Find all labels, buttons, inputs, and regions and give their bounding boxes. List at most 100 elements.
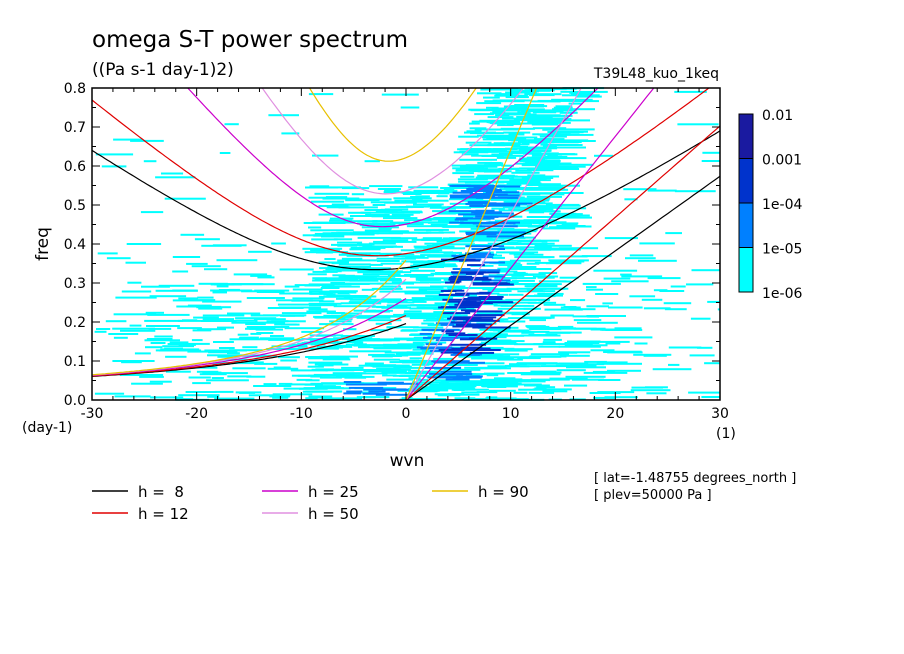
heatmap-cell — [386, 304, 425, 307]
heatmap-cell — [482, 275, 506, 278]
heatmap-cell — [499, 320, 526, 323]
heatmap-cell — [310, 292, 333, 295]
heatmap-cell — [508, 133, 525, 136]
heatmap-cell — [471, 373, 495, 376]
heatmap-cell — [148, 327, 172, 330]
heatmap-cell — [378, 382, 419, 385]
heatmap-cell — [351, 382, 379, 385]
heatmap-cell — [233, 273, 268, 276]
heatmap-cell — [523, 162, 548, 165]
heatmap-cell — [311, 238, 338, 241]
heatmap-cell — [538, 272, 558, 275]
heatmap-cell — [556, 207, 587, 210]
heatmap-cell — [308, 93, 334, 96]
heatmap-cell — [330, 294, 351, 297]
heatmap-cell — [472, 283, 514, 286]
colorbar-label: 0.001 — [762, 153, 802, 169]
heatmap-cell — [246, 375, 266, 378]
colorbar-swatch — [738, 113, 754, 159]
heatmap-cell — [540, 121, 554, 124]
heatmap-cell — [379, 290, 420, 293]
heatmap-cell — [489, 202, 533, 205]
heatmap-cell — [417, 359, 431, 362]
heatmap-cell — [410, 269, 436, 272]
heatmap-cell — [180, 233, 205, 236]
heatmap-cell — [446, 364, 478, 366]
heatmap-cell — [449, 196, 479, 199]
heatmap-cell — [361, 226, 399, 229]
heatmap-cell — [469, 127, 487, 130]
heatmap-cell — [254, 289, 290, 292]
heatmap-cell — [690, 317, 711, 320]
heatmap-cell — [383, 191, 412, 194]
heatmap-cell — [463, 298, 503, 300]
heatmap-cell — [465, 164, 500, 167]
heatmap-cell — [370, 364, 401, 367]
heatmap-cell — [668, 346, 702, 349]
heatmap-cell — [506, 182, 542, 185]
heatmap-cell — [515, 202, 553, 205]
heatmap-cell — [521, 177, 554, 179]
heatmap-cell — [212, 291, 227, 294]
heatmap-cell — [315, 310, 329, 313]
heatmap-cell — [311, 368, 341, 371]
heatmap-cell — [158, 349, 202, 352]
x-tick-label: 0 — [402, 406, 411, 422]
heatmap-cell — [310, 382, 347, 385]
heatmap-cell — [366, 300, 408, 303]
heatmap-cell — [452, 268, 471, 270]
heatmap-cell — [496, 251, 539, 254]
heatmap-cell — [623, 188, 657, 191]
heatmap-cell — [528, 316, 555, 319]
heatmap-cell — [140, 211, 164, 214]
heatmap-cell — [558, 247, 599, 250]
heatmap-cell — [466, 244, 498, 246]
heatmap-cell — [480, 379, 496, 381]
heatmap-cell — [553, 99, 579, 102]
heatmap-cell — [532, 111, 557, 114]
heatmap-cell — [291, 299, 313, 302]
heatmap-cell — [185, 391, 217, 393]
heatmap-cell — [150, 396, 184, 399]
heatmap-cell — [470, 227, 515, 230]
heatmap-cell — [382, 374, 397, 377]
colorbar-label: 0.01 — [762, 108, 793, 124]
kelvin-curve-h25 — [405, 88, 655, 400]
heatmap-cell — [466, 149, 484, 152]
heatmap-cell — [309, 340, 339, 342]
heatmap-cell — [254, 362, 278, 365]
heatmap-cell — [301, 330, 323, 333]
heatmap-cell — [112, 327, 155, 330]
heatmap-cell — [471, 354, 499, 357]
heatmap-cell — [421, 387, 464, 390]
heatmap-cell — [413, 203, 444, 206]
heatmap-cell — [335, 233, 375, 236]
heatmap-cell — [413, 189, 458, 192]
heatmap-cell — [291, 374, 310, 377]
heatmap-cell — [489, 122, 516, 124]
heatmap-cell — [486, 137, 512, 140]
heatmap-cell — [440, 323, 455, 326]
heatmap-cell — [358, 244, 373, 247]
heatmap-cell — [368, 242, 396, 245]
colorbar-swatch — [738, 158, 754, 204]
heatmap-cell — [549, 146, 586, 149]
heatmap-cell — [368, 390, 386, 393]
run-label: T39L48_kuo_1keq — [593, 66, 719, 82]
heatmap-cell — [204, 268, 228, 271]
heatmap-cell — [487, 116, 514, 119]
heatmap-cell — [555, 364, 597, 367]
heatmap-cell — [486, 106, 499, 109]
heatmap-cell — [310, 249, 341, 252]
x-axis-label: wvn — [390, 451, 425, 471]
heatmap-cell — [422, 237, 443, 240]
heatmap-cell — [511, 313, 530, 316]
heatmap-cell — [486, 221, 520, 224]
heatmap-cell — [511, 139, 555, 142]
heatmap-cell — [461, 391, 480, 394]
heatmap-cell — [572, 315, 591, 318]
heatmap-cell — [364, 160, 380, 163]
heatmap-cell — [526, 195, 552, 198]
heatmap-cell — [338, 206, 378, 209]
heatmap-cell — [144, 339, 180, 342]
